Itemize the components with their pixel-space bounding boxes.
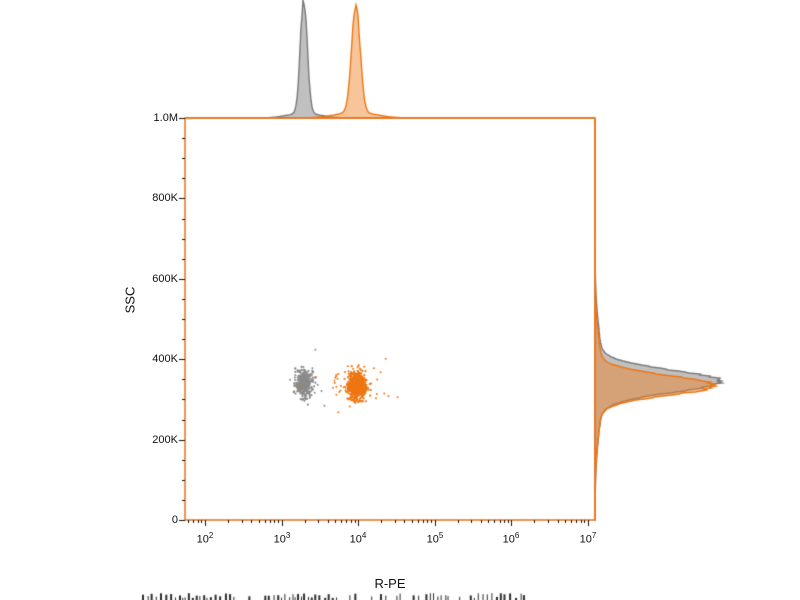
y-tick-label-800k: 800K xyxy=(152,192,178,204)
y-tick-label-600k: 600K xyxy=(152,273,178,285)
x-tick-base: 10 xyxy=(502,533,515,546)
y-axis-title: SSC xyxy=(122,286,138,314)
y-tick-label-200k: 200K xyxy=(152,434,178,446)
x-tick-label-1e3: 103 xyxy=(258,530,306,546)
x-tick-base: 10 xyxy=(349,533,362,546)
x-tick-label-1e6: 106 xyxy=(487,530,535,546)
x-tick-label-1e7: 107 xyxy=(564,530,612,546)
x-tick-label-1e4: 104 xyxy=(334,530,382,546)
x-tick-base: 10 xyxy=(273,533,286,546)
x-tick-exp: 5 xyxy=(438,531,444,540)
y-tick-label-1m: 1.0M xyxy=(153,112,178,124)
x-tick-exp: 2 xyxy=(208,531,214,540)
y-tick-label-0: 0 xyxy=(171,514,178,526)
x-tick-base: 10 xyxy=(196,533,209,546)
y-tick-label-400k: 400K xyxy=(152,353,178,365)
x-tick-exp: 6 xyxy=(514,531,520,540)
x-tick-base: 10 xyxy=(579,533,592,546)
x-axis-title: R-PE xyxy=(374,576,406,591)
x-tick-label-1e2: 102 xyxy=(181,530,229,546)
x-tick-label-1e5: 105 xyxy=(411,530,459,546)
x-tick-exp: 4 xyxy=(361,531,367,540)
x-tick-exp: 7 xyxy=(591,531,597,540)
x-tick-exp: 3 xyxy=(285,531,291,540)
x-tick-base: 10 xyxy=(426,533,439,546)
